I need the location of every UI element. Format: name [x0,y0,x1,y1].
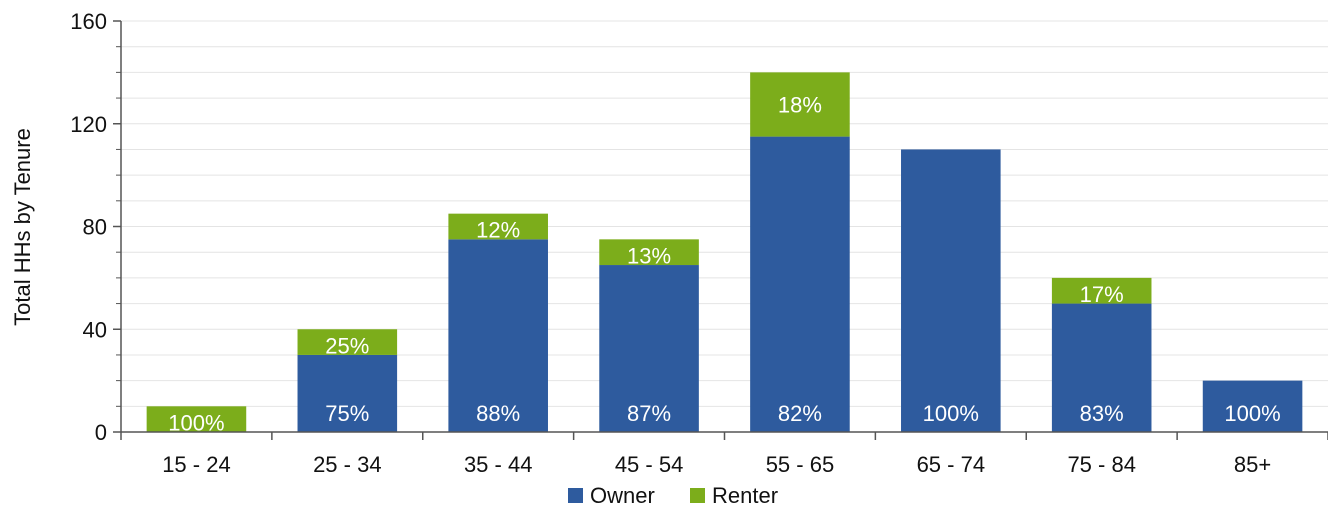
data-label: 100% [923,401,979,426]
y-tick-label: 0 [95,420,107,445]
bar-owner [297,354,398,432]
x-tick-label: 45 - 54 [615,452,684,477]
bar-renter [448,213,548,240]
x-tick-label: 35 - 44 [464,452,533,477]
tick-labels: 0 40 80 120 160 15 - 24 25 - 34 35 - 44 45 - 54 5… [70,9,1271,477]
gridlines [121,20,1328,407]
legend-label-owner: Owner [590,483,655,508]
data-label: 12% [476,218,520,243]
bar-owner [448,239,548,432]
legend-label-renter: Renter [712,483,778,508]
x-tick-label: 85+ [1234,452,1271,477]
data-label: 75% [325,401,369,426]
data-label: 82% [778,401,822,426]
y-tick-label: 80 [83,215,107,240]
bar-renter [599,239,699,266]
y-tick-label: 40 [83,317,107,342]
legend: Owner Renter [568,483,778,508]
x-tick-label: 65 - 74 [917,452,986,477]
x-tick-label: 15 - 24 [162,452,231,477]
bar-renter [146,406,247,432]
x-tick-label: 55 - 65 [766,452,835,477]
bar-owner [750,136,850,432]
data-label: 18% [778,92,822,117]
axes [113,20,1328,440]
data-label: 100% [168,410,224,435]
data-label: 100% [1224,401,1280,426]
y-tick-label: 120 [70,112,107,137]
data-label: 25% [325,333,369,358]
bar-owner [1051,303,1152,432]
bar-renter [297,329,398,355]
bar-renter [750,72,850,137]
x-tick-label: 75 - 84 [1067,452,1136,477]
data-label: 83% [1080,401,1124,426]
y-tick-label: 160 [70,9,107,34]
data-label: 13% [627,243,671,268]
bar-renter [1051,277,1152,304]
bars: 100% 75% 25% 88% 12% 87% 13% 82% 18% 100% 83% 17% 10… [146,72,1303,435]
data-label: 88% [476,401,520,426]
y-axis-title: Total HHs by Tenure [10,128,35,326]
x-tick-label: 25 - 34 [313,452,382,477]
data-label: 87% [627,401,671,426]
legend-swatch-owner [568,488,583,503]
data-label: 17% [1080,282,1124,307]
bar-owner [599,265,699,432]
bar-owner [901,149,1001,432]
legend-swatch-renter [690,488,705,503]
bar-owner [1202,380,1303,432]
